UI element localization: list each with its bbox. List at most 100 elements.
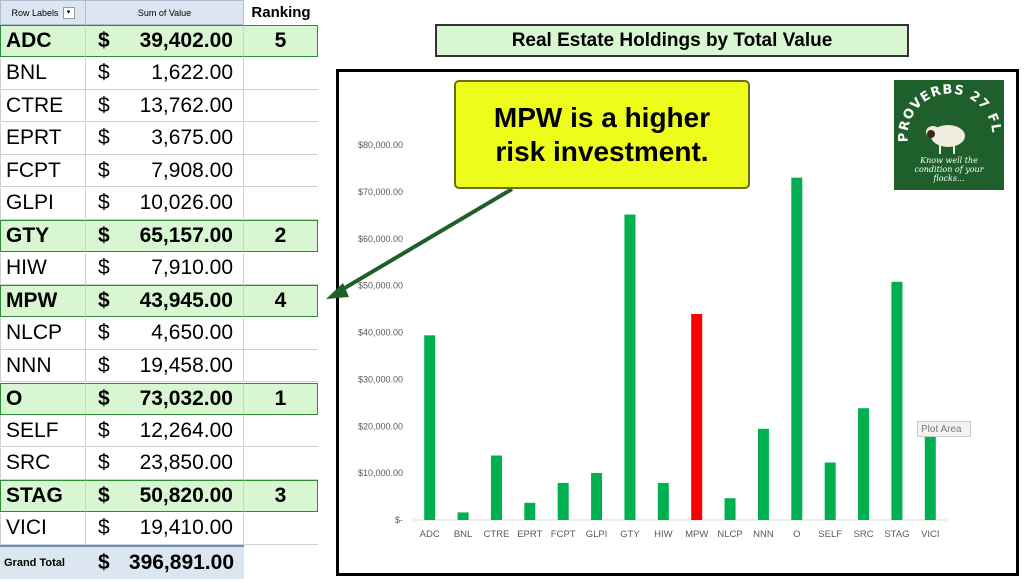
value-cell[interactable]: $39,402.00 [86,25,244,57]
pivot-table: Row Labels ▾ Sum of Value Ranking ADC $39… [0,0,320,582]
rank-cell[interactable]: 2 [244,220,318,252]
currency-symbol: $ [98,451,110,474]
rank-cell[interactable]: 3 [244,480,318,512]
value-cell[interactable]: $50,820.00 [86,480,244,512]
value-cell[interactable]: $19,410.00 [86,512,244,545]
ticker-cell[interactable]: SELF [0,415,86,447]
brand-logo: PROVERBS 27 FLOCKS Know well the conditi… [894,80,1004,190]
table-row: BNL $1,622.00 [0,57,320,90]
value-cell[interactable]: $43,945.00 [86,285,244,317]
x-tick-label: HIW [654,529,673,540]
x-tick-label: CTRE [484,529,510,540]
ticker-cell[interactable]: VICI [0,512,86,545]
rank-cell[interactable] [244,155,318,187]
ticker-cell[interactable]: O [0,382,86,415]
ticker-cell[interactable]: FCPT [0,155,86,187]
value-cell[interactable]: $7,910.00 [86,252,244,285]
rank-cell[interactable] [244,350,318,382]
bar-bnl[interactable] [457,512,469,520]
bar-nnn[interactable] [757,428,769,520]
value-cell[interactable]: $7,908.00 [86,155,244,187]
ticker-cell[interactable]: GLPI [0,187,86,220]
ticker-cell[interactable]: HIW [0,252,86,285]
table-row: FCPT $7,908.00 [0,155,320,187]
value-cell[interactable]: $23,850.00 [86,447,244,480]
value-cell[interactable]: $65,157.00 [86,220,244,252]
value-amount: 23,850.00 [139,451,233,474]
rank-cell[interactable] [244,318,318,350]
bar-nlcp[interactable] [724,498,736,520]
value-cell[interactable]: $73,032.00 [86,382,244,415]
rank-cell[interactable] [244,448,318,480]
value-cell[interactable]: $19,458.00 [86,350,244,382]
x-tick-label: SELF [818,529,842,540]
bar-gty[interactable] [624,214,636,520]
y-tick-label: $40,000.00 [358,328,403,338]
rank-cell[interactable]: 4 [244,285,318,317]
bar-eprt[interactable] [524,502,536,520]
bar-adc[interactable] [424,335,436,520]
y-tick-label: $70,000.00 [358,187,403,197]
bar-o[interactable] [791,177,803,520]
rank-cell[interactable] [244,513,318,545]
ticker-cell[interactable]: NLCP [0,317,86,350]
rank-cell[interactable]: 5 [244,25,318,57]
filter-dropdown-icon[interactable]: ▾ [62,6,75,19]
ticker-cell[interactable]: EPRT [0,122,86,155]
ticker-cell[interactable]: STAG [0,480,86,512]
currency-symbol: $ [98,93,110,117]
ticker-cell[interactable]: GTY [0,220,86,252]
row-labels-header[interactable]: Row Labels ▾ [0,0,86,25]
rank-cell[interactable] [244,90,318,122]
table-row: O $73,032.00 1 [0,382,320,415]
currency-symbol: $ [98,126,110,149]
logo-tagline: Know well the condition of your flocks..… [914,156,984,183]
table-row: SRC $23,850.00 [0,447,320,480]
rank-cell[interactable] [244,253,318,285]
currency-symbol: $ [98,224,110,247]
ticker-cell[interactable]: BNL [0,57,86,90]
value-cell[interactable]: $1,622.00 [86,57,244,90]
bar-src[interactable] [858,408,870,520]
value-amount: 3,675.00 [151,126,233,149]
bar-chart[interactable]: $- $10,000.00 $20,000.00 $30,000.00 $40,000.… [339,72,1016,573]
x-tick-label: NNN [753,529,774,540]
ticker-cell[interactable]: ADC [0,25,86,57]
bar-fcpt[interactable] [557,482,569,520]
plot-area-tooltip: Plot Area [917,421,971,437]
ranking-header[interactable]: Ranking [251,4,311,21]
chart-title[interactable]: Real Estate Holdings by Total Value [435,24,909,57]
x-tick-label: GLPI [586,529,608,540]
grand-total-value-cell[interactable]: $ 396,891.00 [86,545,244,579]
rank-cell[interactable] [244,188,318,220]
bar-self[interactable] [824,462,836,520]
currency-symbol: $ [98,29,110,52]
ticker-cell[interactable]: NNN [0,350,86,382]
bar-mpw[interactable] [691,314,703,520]
grand-total-label[interactable]: Grand Total [0,545,86,579]
bar-stag[interactable] [891,281,903,520]
bar-vici[interactable] [924,429,936,520]
value-cell[interactable]: $12,264.00 [86,415,244,447]
table-row: NLCP $4,650.00 [0,317,320,350]
callout-box[interactable]: MPW is a higher risk investment. [454,80,750,189]
ticker-cell[interactable]: MPW [0,285,86,317]
currency-symbol: $ [98,386,110,410]
bar-hiw[interactable] [657,482,669,520]
value-cell[interactable]: $4,650.00 [86,317,244,350]
x-tick-label: MPW [685,529,708,540]
value-cell[interactable]: $13,762.00 [86,90,244,122]
value-cell[interactable]: $3,675.00 [86,122,244,155]
value-cell[interactable]: $10,026.00 [86,187,244,220]
x-tick-label: SRC [854,529,874,540]
rank-cell[interactable] [244,415,318,447]
sum-of-value-header[interactable]: Sum of Value [86,0,244,25]
value-amount: 50,820.00 [139,484,233,507]
bar-ctre[interactable] [490,455,502,520]
rank-cell[interactable]: 1 [244,382,318,415]
bar-glpi[interactable] [591,473,603,520]
rank-cell[interactable] [244,58,318,90]
ticker-cell[interactable]: CTRE [0,90,86,122]
rank-cell[interactable] [244,123,318,155]
ticker-cell[interactable]: SRC [0,447,86,480]
